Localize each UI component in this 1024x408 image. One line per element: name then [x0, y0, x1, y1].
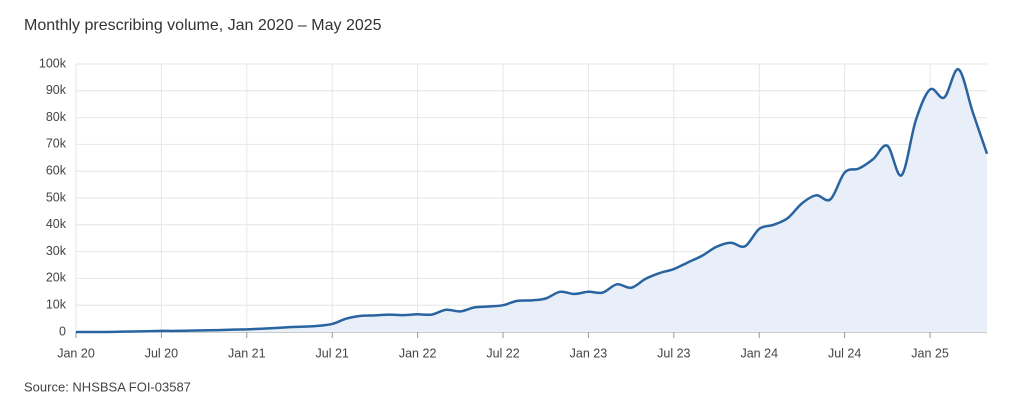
- area-fill: [76, 69, 987, 333]
- y-tick-label: 100k: [39, 56, 67, 70]
- x-tick-label: Jul 21: [316, 346, 349, 360]
- y-tick-label: 30k: [46, 244, 67, 258]
- y-tick-label: 50k: [46, 190, 67, 204]
- y-tick-label: 80k: [46, 110, 67, 124]
- x-tick-label: Jan 25: [911, 346, 949, 360]
- x-tick-label: Jul 22: [486, 346, 519, 360]
- chart-title: Monthly prescribing volume, Jan 2020 – M…: [24, 17, 382, 34]
- x-tick-label: Jan 21: [228, 346, 266, 360]
- y-tick-label: 20k: [46, 271, 67, 285]
- source-note: Source: NHSBSA FOI-03587: [24, 379, 191, 394]
- line: [76, 68, 989, 334]
- y-tick-label: 10k: [46, 297, 67, 311]
- x-tick-label: Jul 23: [657, 346, 690, 360]
- y-tick-label: 90k: [46, 83, 67, 97]
- y-tick-label: 60k: [46, 163, 67, 177]
- x-tick-label: Jul 24: [828, 346, 861, 360]
- x-tick-label: Jan 20: [57, 346, 95, 360]
- x-tick-label: Jan 23: [570, 346, 608, 360]
- y-tick-label: 70k: [46, 137, 67, 151]
- x-tick-label: Jan 22: [399, 346, 437, 360]
- y-tick-label: 0: [59, 324, 66, 338]
- x-tick-label: Jul 20: [145, 346, 178, 360]
- x-tick-label: Jan 24: [740, 346, 778, 360]
- y-tick-label: 40k: [46, 217, 67, 231]
